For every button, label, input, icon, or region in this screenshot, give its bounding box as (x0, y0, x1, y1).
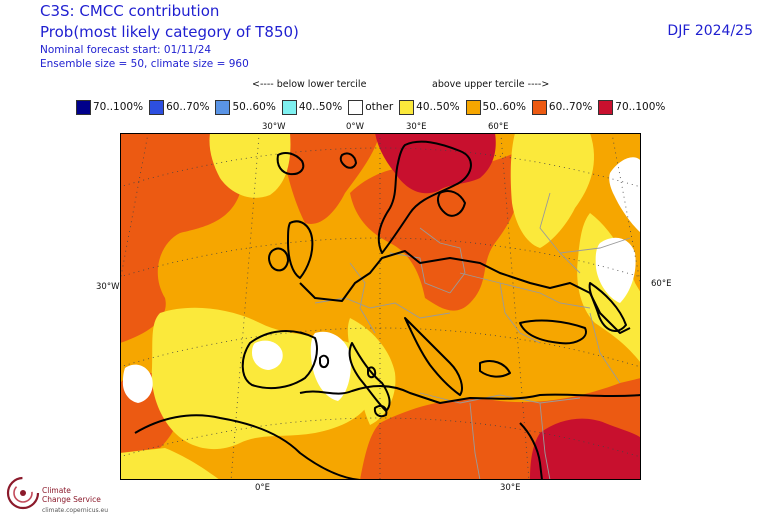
legend-swatch (531, 99, 547, 115)
region-greenland-40-50 (209, 133, 291, 198)
legend-item: 50..60% (215, 98, 276, 116)
region-east-europe-60-70 (350, 153, 521, 311)
legend-label: 50..60% (482, 101, 526, 113)
legend-item: 50..60% (465, 98, 526, 116)
legend-swatch (399, 99, 415, 115)
map-canvas (120, 133, 641, 480)
region-other-3 (609, 157, 641, 233)
region-other-2 (595, 237, 636, 303)
below-tercile-annotation: <---- below lower tercile (252, 79, 367, 90)
legend-swatch (215, 99, 231, 115)
season-label: DJF 2024/25 (667, 23, 753, 39)
tick-left-30w: 30°W (96, 282, 120, 292)
legend-label: 40..50% (298, 101, 343, 113)
logo-text-2: Change Service (42, 495, 101, 504)
tick-top-0w: 0°W (346, 122, 365, 132)
tick-bottom-0e: 0°E (255, 483, 271, 493)
legend-label: 40..50% (416, 101, 460, 113)
region-other-5 (252, 340, 283, 370)
region-other-1 (310, 331, 351, 401)
tick-bottom-30e: 30°E (500, 483, 521, 493)
title-line-1: C3S: CMCC contribution (40, 2, 220, 20)
legend-label: 50..60% (232, 101, 276, 113)
tick-top-30w: 30°W (262, 122, 286, 132)
climate-logo-icon (6, 476, 40, 510)
forecast-start-text: Nominal forecast start: 01/11/24 (40, 44, 212, 56)
title-line-2: Prob(most likely category of T850) (40, 23, 299, 41)
legend-swatch (465, 99, 481, 115)
tick-top-60e: 60°E (488, 122, 509, 132)
map-border (120, 133, 641, 480)
region-southwest-40-50 (120, 448, 220, 480)
region-baltic-40-50 (510, 133, 595, 248)
copernicus-logo: Climate Change Service climate.copernicu… (6, 474, 121, 520)
coastlines (134, 140, 641, 480)
tick-top-30e: 30°E (406, 122, 427, 132)
legend-swatch (598, 99, 614, 115)
legend-swatch (348, 99, 364, 115)
above-tercile-annotation: above upper tercile ----> (432, 79, 550, 90)
logo-text-1: Climate (42, 486, 71, 495)
legend-item: 60..70% (149, 98, 209, 116)
legend-item: 40..50% (399, 98, 460, 116)
legend-item: other (348, 98, 393, 116)
region-southeast-70-100 (530, 418, 641, 480)
legend-item: 70..100% (598, 98, 665, 116)
region-other-4 (122, 364, 153, 403)
region-north-atlantic-60-70 (280, 133, 380, 224)
graticule (120, 133, 641, 480)
legend-label: other (365, 101, 394, 113)
legend-label: 70..100% (93, 101, 144, 113)
legend-swatch (149, 99, 165, 115)
legend-label: 60..70% (548, 101, 593, 113)
legend-swatch (76, 99, 91, 115)
logo-url: climate.copernicus.eu (42, 507, 109, 514)
country-borders (314, 192, 631, 480)
ensemble-size-text: Ensemble size = 50, climate size = 960 (40, 58, 249, 70)
legend-item: 40..50% (281, 98, 343, 116)
region-atlantic-60-70 (120, 133, 241, 343)
tick-right-60e: 60°E (651, 279, 672, 289)
legend-label: 60..70% (166, 101, 210, 113)
legend-label: 70..100% (615, 101, 666, 113)
legend-swatch (281, 99, 297, 115)
legend-item: 70..100% (76, 98, 143, 116)
color-legend: 70..100% 60..70% 50..60% 40..50% other 40..50… (76, 98, 671, 116)
legend-item: 60..70% (531, 98, 593, 116)
probability-map (120, 133, 641, 480)
